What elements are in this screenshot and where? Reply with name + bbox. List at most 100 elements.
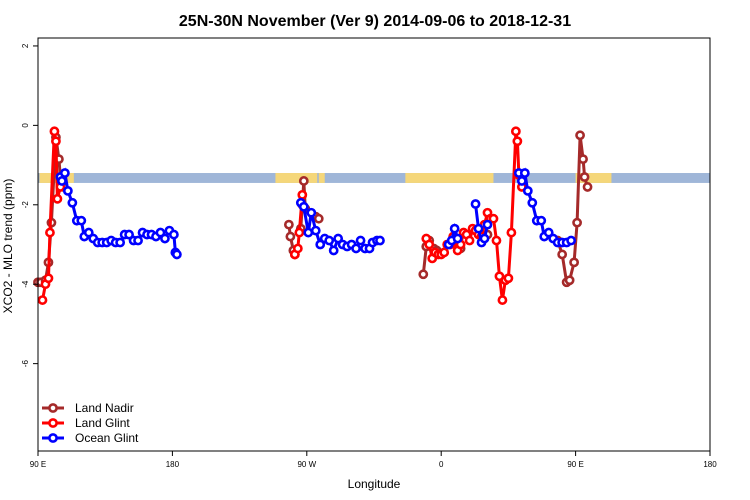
data-point [171, 249, 182, 260]
data-point [59, 168, 70, 178]
y-axis-label: XCO2 - MLO trend (ppm) [1, 179, 15, 314]
land-band-segment [275, 173, 318, 183]
legend-item: Ocean Glint [42, 431, 139, 445]
data-point [115, 237, 126, 248]
x-tick-label: 90 W [297, 460, 316, 469]
data-point [355, 235, 366, 246]
series-ocean-glint [55, 167, 577, 260]
y-tick-label: 0 [21, 123, 30, 128]
data-point [527, 197, 538, 208]
y-tick-label: -4 [21, 280, 30, 288]
y-tick-label: -6 [21, 360, 30, 368]
legend-item: Land Nadir [42, 401, 134, 415]
data-point [506, 227, 517, 238]
data-point [294, 227, 305, 238]
data-point [67, 197, 78, 208]
legend-marker [48, 418, 58, 428]
data-point [160, 233, 170, 244]
x-tick-label: 180 [166, 460, 180, 469]
data-point [510, 126, 521, 137]
data-point [418, 269, 429, 280]
data-point [351, 243, 361, 254]
data-point [76, 215, 87, 226]
legend-item: Land Glint [42, 416, 130, 430]
data-point [519, 168, 530, 178]
y-tick-label: 2 [21, 43, 30, 48]
legend-label: Land Glint [75, 416, 130, 430]
chart-title: 25N-30N November (Ver 9) 2014-09-06 to 2… [179, 13, 571, 30]
data-point [313, 213, 324, 224]
plot-frame [37, 37, 711, 452]
data-point [452, 233, 463, 244]
data-point [292, 243, 303, 254]
data-point [52, 193, 63, 204]
data-point [333, 233, 344, 244]
data-point [522, 185, 533, 196]
data-point [439, 247, 450, 258]
x-tick-label: 90 E [30, 460, 46, 469]
data-point [564, 275, 575, 286]
data-point [297, 189, 308, 200]
data-point [516, 176, 527, 186]
x-tick-label: 180 [703, 460, 717, 469]
data-point [543, 227, 554, 238]
data-point [566, 235, 577, 246]
data-point [298, 176, 309, 186]
data-point [479, 233, 490, 244]
data-point [83, 227, 94, 238]
y-tick-label: -2 [21, 201, 30, 209]
land-ocean-band [38, 173, 710, 183]
data-point [310, 225, 321, 236]
data-point [155, 227, 166, 238]
x-axis: 90 E 180 90 W 0 90 E 180 [30, 451, 717, 469]
data-point [497, 295, 508, 305]
series-line [556, 135, 589, 285]
series-group [33, 126, 593, 305]
data-point [315, 239, 326, 250]
data-point [43, 273, 54, 284]
data-point [557, 249, 568, 260]
data-point [37, 295, 48, 305]
data-point [375, 235, 385, 246]
data-point [45, 227, 55, 238]
legend-marker [48, 433, 58, 443]
data-point [424, 239, 435, 250]
data-point [62, 185, 73, 196]
data-point [536, 215, 547, 226]
data-point [512, 136, 523, 147]
data-point [298, 201, 309, 212]
x-tick-label: 90 E [567, 460, 583, 469]
data-point [488, 213, 499, 224]
data-point [324, 235, 335, 246]
land-band-segment [575, 173, 612, 183]
data-point [470, 199, 481, 209]
data-point [303, 227, 314, 238]
data-point [582, 182, 593, 192]
land-band-segment [318, 173, 325, 183]
data-point [575, 130, 585, 141]
data-point [579, 172, 590, 182]
data-point [124, 229, 134, 240]
data-point [473, 223, 484, 234]
data-point [168, 229, 179, 240]
data-point [464, 235, 475, 246]
x-tick-label: 0 [439, 460, 444, 469]
ocean-band [38, 173, 710, 183]
data-point [285, 231, 296, 242]
land-band-segment [405, 173, 494, 183]
data-point [503, 273, 514, 284]
data-point [449, 223, 460, 234]
legend-label: Land Nadir [75, 401, 134, 415]
data-point [133, 235, 143, 246]
data-point [56, 176, 67, 186]
data-point [569, 257, 580, 268]
data-point [283, 219, 294, 230]
data-point [578, 154, 588, 165]
data-point [306, 207, 317, 218]
data-point [51, 136, 61, 147]
legend-marker [48, 403, 58, 413]
legend-label: Ocean Glint [75, 431, 139, 445]
data-point [572, 217, 582, 228]
